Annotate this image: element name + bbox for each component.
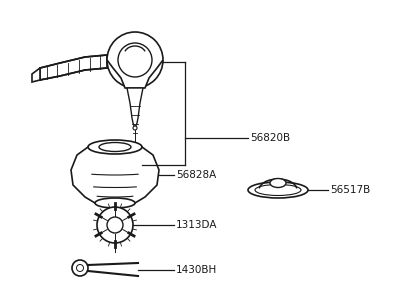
Ellipse shape [99, 143, 131, 152]
Circle shape [107, 32, 163, 88]
Circle shape [118, 43, 152, 77]
Circle shape [76, 265, 84, 271]
Ellipse shape [248, 182, 308, 198]
Polygon shape [32, 68, 40, 82]
Ellipse shape [270, 178, 286, 188]
Text: 1430BH: 1430BH [176, 265, 217, 275]
Polygon shape [71, 147, 159, 203]
Ellipse shape [255, 185, 301, 195]
Circle shape [97, 207, 133, 243]
Ellipse shape [88, 140, 142, 154]
Polygon shape [107, 60, 163, 88]
Text: 56828A: 56828A [176, 170, 216, 180]
Text: 1313DA: 1313DA [176, 220, 217, 230]
Polygon shape [127, 88, 143, 128]
Ellipse shape [95, 198, 135, 208]
Circle shape [72, 260, 88, 276]
Polygon shape [40, 55, 107, 80]
Text: 56517B: 56517B [330, 185, 370, 195]
Circle shape [107, 217, 123, 233]
Circle shape [133, 126, 137, 130]
Text: 56820B: 56820B [250, 133, 290, 143]
